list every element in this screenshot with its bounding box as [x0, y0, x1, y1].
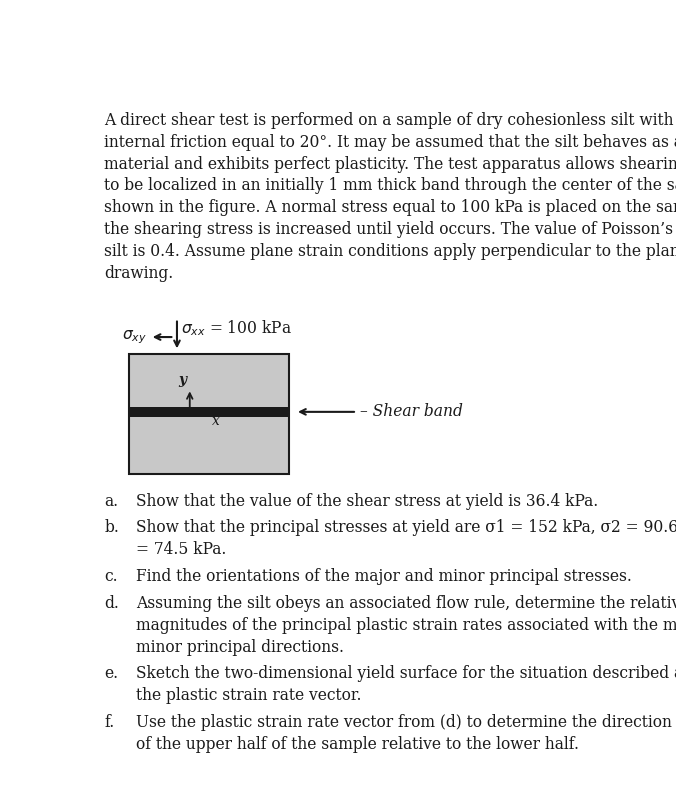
- Text: e.: e.: [104, 666, 118, 682]
- Text: the plastic strain rate vector.: the plastic strain rate vector.: [136, 687, 362, 704]
- Text: = 74.5 kPa.: = 74.5 kPa.: [136, 541, 226, 559]
- Bar: [129, 407, 289, 417]
- Text: x: x: [212, 415, 220, 428]
- Text: $\sigma_{xx}$ = 100 kPa: $\sigma_{xx}$ = 100 kPa: [181, 319, 292, 338]
- Text: y: y: [178, 372, 187, 387]
- Text: a.: a.: [104, 493, 118, 510]
- Bar: [129, 354, 289, 475]
- Text: shown in the figure. A normal stress equal to 100 kPa is placed on the sample an: shown in the figure. A normal stress equ…: [104, 199, 676, 217]
- Text: Show that the principal stresses at yield are σ1 = 152 kPa, σ2 = 90.6 kPa and σ3: Show that the principal stresses at yiel…: [136, 519, 676, 536]
- Text: of the upper half of the sample relative to the lower half.: of the upper half of the sample relative…: [136, 736, 579, 753]
- Text: drawing.: drawing.: [104, 264, 174, 282]
- Text: magnitudes of the principal plastic strain rates associated with the major and: magnitudes of the principal plastic stra…: [136, 617, 676, 634]
- Text: Assuming the silt obeys an associated flow rule, determine the relative: Assuming the silt obeys an associated fl…: [136, 594, 676, 612]
- Text: c.: c.: [104, 568, 118, 585]
- Text: – Shear band: – Shear band: [360, 403, 462, 420]
- Text: $\sigma_{xy}$: $\sigma_{xy}$: [122, 328, 147, 346]
- Text: to be localized in an initially 1 mm thick band through the center of the sample: to be localized in an initially 1 mm thi…: [104, 177, 676, 194]
- Text: the shearing stress is increased until yield occurs. The value of Poisson’s rati: the shearing stress is increased until y…: [104, 221, 676, 238]
- Text: Find the orientations of the major and minor principal stresses.: Find the orientations of the major and m…: [136, 568, 631, 585]
- Text: Show that the value of the shear stress at yield is 36.4 kPa.: Show that the value of the shear stress …: [136, 493, 598, 510]
- Text: b.: b.: [104, 519, 119, 536]
- Text: silt is 0.4. Assume plane strain conditions apply perpendicular to the plane of : silt is 0.4. Assume plane strain conditi…: [104, 243, 676, 260]
- Text: d.: d.: [104, 594, 119, 612]
- Text: Sketch the two-dimensional yield surface for the situation described and sketch: Sketch the two-dimensional yield surface…: [136, 666, 676, 682]
- Text: f.: f.: [104, 714, 115, 731]
- Text: internal friction equal to 20°. It may be assumed that the silt behaves as a Cou: internal friction equal to 20°. It may b…: [104, 133, 676, 151]
- Text: minor principal directions.: minor principal directions.: [136, 638, 344, 655]
- Text: Use the plastic strain rate vector from (d) to determine the direction of motion: Use the plastic strain rate vector from …: [136, 714, 676, 731]
- Text: material and exhibits perfect plasticity. The test apparatus allows shearing def: material and exhibits perfect plasticity…: [104, 156, 676, 173]
- Text: A direct shear test is performed on a sample of dry cohesionless silt with angle: A direct shear test is performed on a sa…: [104, 112, 676, 129]
